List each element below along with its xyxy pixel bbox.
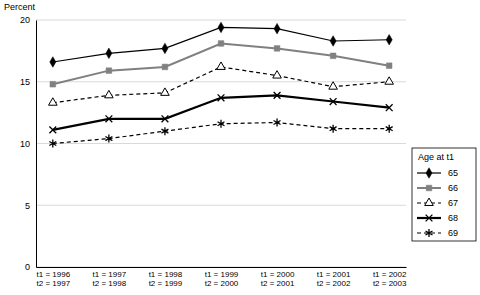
x-tick: t1 = 1999t2 = 2000 xyxy=(205,267,239,288)
x-tick-label: t1 = 1996t2 = 1997 xyxy=(37,270,71,288)
x-tick: t1 = 2002t2 = 2003 xyxy=(373,267,407,288)
series-marker xyxy=(217,62,226,69)
y-axis: 0 5 10 15 20 xyxy=(20,15,37,272)
grid-line xyxy=(36,81,406,82)
series-marker xyxy=(106,48,112,59)
grid-line xyxy=(36,205,406,206)
y-tick: 0 xyxy=(25,262,36,272)
legend-box xyxy=(412,148,476,241)
y-axis-title: Percent xyxy=(4,2,36,12)
x-axis-line xyxy=(37,267,407,268)
series-marker xyxy=(330,98,337,105)
legend-marker xyxy=(425,198,434,205)
x-tick-label: t1 = 2001t2 = 2002 xyxy=(317,270,351,288)
legend-label: 67 xyxy=(448,198,458,208)
x-tick: t1 = 1998t2 = 1999 xyxy=(149,267,183,288)
legend-label: 65 xyxy=(448,168,458,178)
legend-marker xyxy=(426,229,433,237)
y-tick: 20 xyxy=(20,15,36,25)
y-tick-label: 20 xyxy=(20,15,30,25)
y-tick: 15 xyxy=(20,77,36,87)
grid-line xyxy=(36,143,406,144)
series-marker xyxy=(218,41,224,47)
series-line xyxy=(53,95,389,130)
series-marker xyxy=(162,43,168,54)
series-marker xyxy=(385,77,394,84)
x-tick: t1 = 1997t2 = 1998 xyxy=(93,267,127,288)
x-tick: t1 = 2001t2 = 2002 xyxy=(317,267,351,288)
legend-label: 66 xyxy=(448,183,458,193)
y-tick-label: 0 xyxy=(25,262,30,272)
series-marker xyxy=(49,98,58,105)
series-marker xyxy=(386,104,393,111)
series-marker xyxy=(329,82,338,89)
series-marker xyxy=(218,22,224,33)
series-marker xyxy=(274,118,281,126)
series-marker xyxy=(49,127,56,134)
series-marker xyxy=(274,23,280,34)
y-tick-label: 5 xyxy=(25,201,30,211)
series-marker xyxy=(330,125,337,133)
legend: Age at t1 65 66 67 68 69 xyxy=(412,148,476,241)
grid-line xyxy=(36,20,406,21)
y-axis-line xyxy=(36,21,37,268)
legend-label: 69 xyxy=(448,228,458,238)
series-marker xyxy=(274,92,281,99)
series-marker xyxy=(105,115,112,122)
series-marker xyxy=(161,127,168,135)
series-marker xyxy=(218,94,225,101)
series-marker xyxy=(330,53,336,59)
legend-marker xyxy=(426,185,432,191)
series-group xyxy=(49,22,394,147)
series-marker xyxy=(49,139,56,147)
series-line xyxy=(53,43,389,84)
x-tick-label: t1 = 2000t2 = 2001 xyxy=(261,270,295,288)
y-tick: 5 xyxy=(25,201,36,211)
x-tick-label: t1 = 1999t2 = 2000 xyxy=(205,270,239,288)
x-tick-label: t1 = 1998t2 = 1999 xyxy=(149,270,183,288)
series-marker xyxy=(50,57,56,68)
grid-line xyxy=(36,267,406,268)
x-tick: t1 = 2000t2 = 2001 xyxy=(261,267,295,288)
series-marker xyxy=(162,64,168,70)
legend-label: 68 xyxy=(448,213,458,223)
x-tick-label: t1 = 1997t2 = 1998 xyxy=(93,270,127,288)
series-marker xyxy=(273,71,282,78)
series-marker xyxy=(162,115,169,122)
plot-area: 0 5 10 15 20 t1 = 1996t2 = 1997 t1 = 1997t2 = … xyxy=(20,15,407,288)
series-marker xyxy=(330,36,336,47)
legend-marker xyxy=(426,168,432,179)
x-tick-label: t1 = 2002t2 = 2003 xyxy=(373,270,407,288)
legend-marker xyxy=(426,215,433,222)
x-axis: t1 = 1996t2 = 1997 t1 = 1997t2 = 1998 t1 =… xyxy=(37,267,408,288)
chart: 0 5 10 15 20 t1 = 1996t2 = 1997 t1 = 1997t2 = … xyxy=(0,0,480,295)
series-marker xyxy=(386,63,392,69)
series-marker xyxy=(105,90,114,97)
y-tick: 10 xyxy=(20,139,36,149)
legend-title: Age at t1 xyxy=(418,152,454,162)
y-tick-label: 10 xyxy=(20,139,30,149)
series-marker xyxy=(386,34,392,45)
series-marker xyxy=(50,81,56,87)
series-marker xyxy=(274,46,280,52)
series-marker xyxy=(106,68,112,74)
series-marker xyxy=(218,120,225,128)
series-line xyxy=(53,67,389,103)
x-tick: t1 = 1996t2 = 1997 xyxy=(37,267,71,288)
y-tick-label: 15 xyxy=(20,77,30,87)
series-marker xyxy=(161,88,170,95)
grid xyxy=(36,20,406,267)
series-marker xyxy=(386,125,393,133)
series-marker xyxy=(105,135,112,143)
